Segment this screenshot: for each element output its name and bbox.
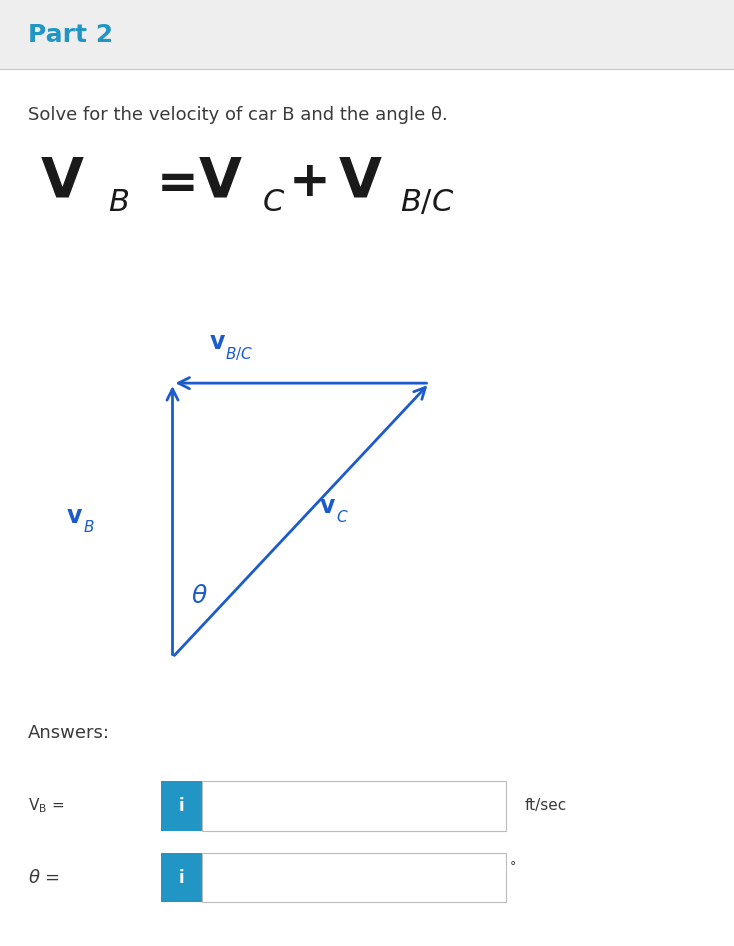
Text: i: i xyxy=(179,868,184,887)
Text: $\theta$: $\theta$ xyxy=(191,584,208,608)
Text: $\mathit{C}$: $\mathit{C}$ xyxy=(336,510,349,525)
FancyBboxPatch shape xyxy=(161,781,202,831)
Text: $\mathregular{V_B}$ =: $\mathregular{V_B}$ = xyxy=(28,797,65,815)
Text: $\mathbf{V}$: $\mathbf{V}$ xyxy=(40,154,85,209)
Text: $\mathit{B/C}$: $\mathit{B/C}$ xyxy=(225,345,253,362)
Text: $\mathit{C}$: $\mathit{C}$ xyxy=(262,188,286,217)
Text: ft/sec: ft/sec xyxy=(525,798,567,814)
Text: Part 2: Part 2 xyxy=(28,23,113,46)
Text: $\mathit{B}$: $\mathit{B}$ xyxy=(108,188,129,217)
FancyBboxPatch shape xyxy=(161,853,202,902)
Text: $\mathbf{=}$: $\mathbf{=}$ xyxy=(147,158,195,205)
Text: $\mathbf{+}$: $\mathbf{+}$ xyxy=(288,158,327,205)
Text: i: i xyxy=(179,797,184,815)
Text: $\mathbf{V}$: $\mathbf{V}$ xyxy=(338,154,382,209)
FancyBboxPatch shape xyxy=(202,853,506,902)
Text: Answers:: Answers: xyxy=(28,724,110,743)
Text: $\theta$ =: $\theta$ = xyxy=(28,868,59,887)
Text: °: ° xyxy=(510,860,517,873)
Text: $\mathit{B}$: $\mathit{B}$ xyxy=(83,519,95,534)
Text: $\mathbf{v}$: $\mathbf{v}$ xyxy=(319,494,336,518)
Text: Solve for the velocity of car B and the angle θ.: Solve for the velocity of car B and the … xyxy=(28,106,448,125)
Bar xyxy=(0,0,734,69)
Text: $\mathbf{v}$: $\mathbf{v}$ xyxy=(66,503,83,528)
FancyBboxPatch shape xyxy=(202,781,506,831)
Text: $\mathit{B/C}$: $\mathit{B/C}$ xyxy=(400,188,454,217)
Text: $\mathbf{v}$: $\mathbf{v}$ xyxy=(209,330,226,355)
Text: $\mathbf{V}$: $\mathbf{V}$ xyxy=(198,154,243,209)
